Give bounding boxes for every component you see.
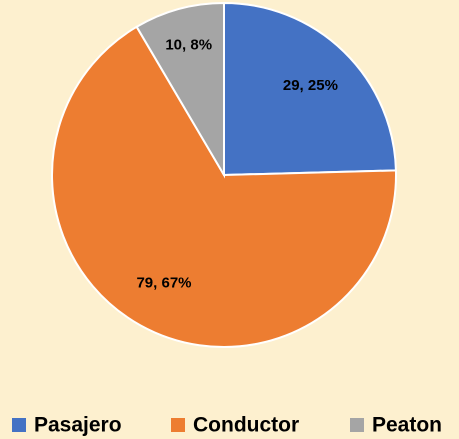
legend-label: Peaton (372, 414, 442, 437)
legend-swatch (350, 418, 364, 432)
pie-slice (135, 1, 225, 179)
legend-label: Pasajero (34, 414, 122, 437)
pie-slice (223, 1, 397, 177)
legend-swatch (12, 418, 26, 432)
data-label: 10, 8% (165, 37, 212, 54)
pie-slice (51, 25, 397, 348)
legend-swatch (171, 418, 185, 432)
data-label: 29, 25% (283, 77, 338, 94)
legend-label: Conductor (193, 414, 299, 437)
data-label: 79, 67% (136, 274, 191, 291)
